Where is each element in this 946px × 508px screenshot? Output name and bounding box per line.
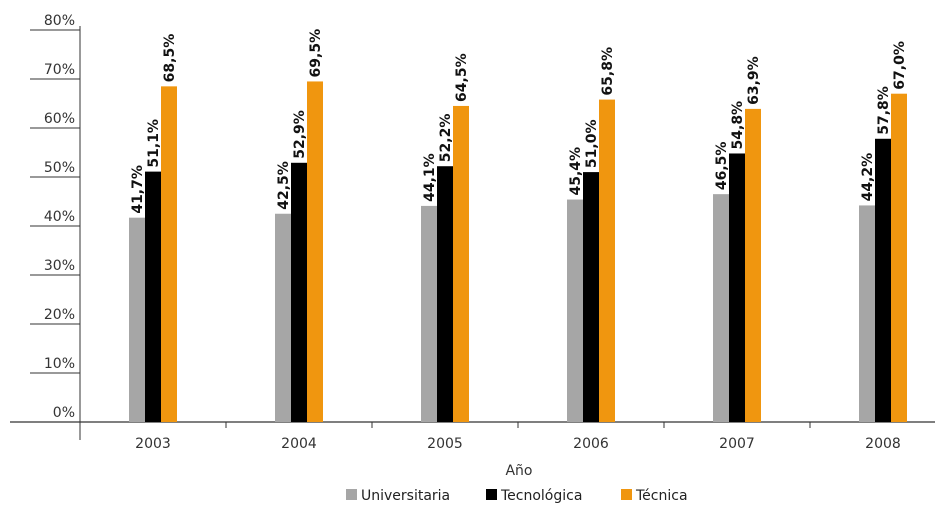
- bar-data-label: 52,2%: [438, 114, 454, 163]
- bar-data-label: 42,5%: [276, 161, 292, 210]
- bar-data-label: 44,1%: [422, 153, 438, 202]
- bar-data-label: 52,9%: [292, 110, 308, 159]
- x-axis: 2003 2004 2005 2006 2007 2008: [10, 421, 935, 452]
- y-tick-label: 10%: [44, 356, 75, 372]
- bar: [891, 93, 907, 422]
- bar-data-label: 57,8%: [876, 86, 892, 135]
- legend-label: Tecnológica: [500, 488, 582, 504]
- y-tick-label: 20%: [44, 307, 75, 323]
- bar: [859, 205, 875, 422]
- bar: [129, 217, 145, 422]
- bar: [713, 194, 729, 422]
- bar-data-label: 44,2%: [860, 153, 876, 202]
- bar: [145, 171, 161, 422]
- bar: [583, 172, 599, 422]
- legend-swatch: [346, 489, 357, 500]
- bar-data-label: 67,0%: [892, 41, 908, 90]
- y-tick-label: 50%: [44, 160, 75, 176]
- x-category-label: 2004: [281, 436, 317, 452]
- legend-swatch: [621, 489, 632, 500]
- y-tick-label: 70%: [44, 62, 75, 78]
- bar-data-label: 45,4%: [568, 147, 584, 196]
- bar-data-label: 54,8%: [730, 101, 746, 150]
- bar-data-label: 51,1%: [146, 119, 162, 168]
- x-category-label: 2006: [573, 436, 609, 452]
- bar: [729, 153, 745, 423]
- x-category-label: 2007: [719, 436, 755, 452]
- bar-data-label: 63,9%: [746, 56, 762, 105]
- bar: [745, 108, 761, 422]
- bar: [161, 86, 177, 422]
- bar: [875, 138, 891, 422]
- bar-data-label: 68,5%: [162, 34, 178, 83]
- y-tick-label: 80%: [44, 13, 75, 29]
- bar: [437, 166, 453, 422]
- bar-data-label: 46,5%: [714, 142, 730, 191]
- data-labels: 41,7%51,1% 68,5% 42,5%52,9% 69,5% 44,1%52,2%…: [130, 29, 908, 214]
- bar-data-label: 41,7%: [130, 165, 146, 214]
- legend: Universitaria Tecnológica Técnica: [346, 488, 688, 504]
- bar-data-label: 64,5%: [454, 53, 470, 102]
- legend-label: Universitaria: [361, 488, 450, 504]
- bars: [129, 81, 907, 423]
- bar: [291, 162, 307, 423]
- y-axis: 0% 10% 20% 30% 40% 50% 60% 70% 80%: [30, 13, 81, 440]
- legend-label: Técnica: [635, 488, 688, 504]
- x-category-label: 2008: [865, 436, 901, 452]
- bar-data-label: 65,8%: [600, 47, 616, 96]
- bar: [453, 105, 469, 422]
- legend-swatch: [486, 489, 497, 500]
- bar: [599, 99, 615, 422]
- y-tick-label: 0%: [53, 405, 75, 421]
- bar: [567, 199, 583, 422]
- bar: [421, 205, 437, 422]
- bar: [275, 213, 291, 422]
- x-category-label: 2003: [135, 436, 171, 452]
- y-tick-label: 30%: [44, 258, 75, 274]
- x-category-label: 2005: [427, 436, 463, 452]
- bar: [307, 81, 323, 422]
- bar-data-label: 51,0%: [584, 120, 600, 169]
- x-axis-title: Año: [505, 463, 532, 479]
- y-tick-label: 40%: [44, 209, 75, 225]
- y-tick-label: 60%: [44, 111, 75, 127]
- bar-data-label: 69,5%: [308, 29, 324, 78]
